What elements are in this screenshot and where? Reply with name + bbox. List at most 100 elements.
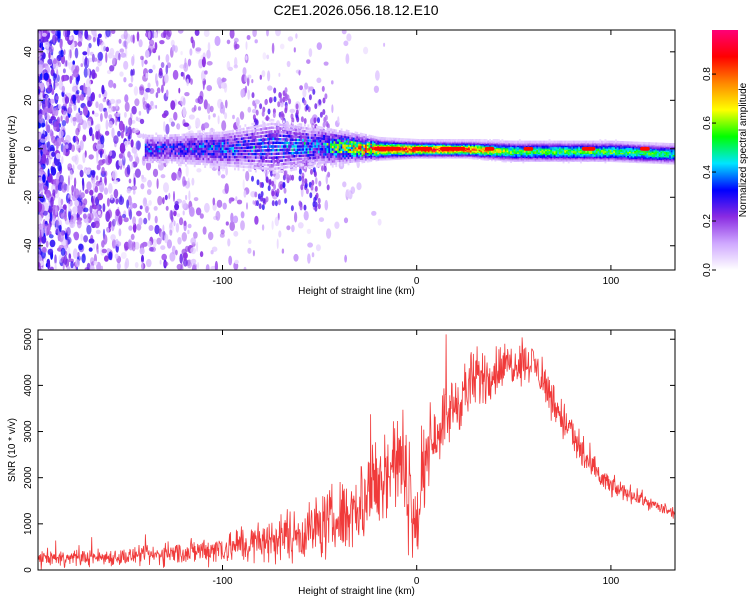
noise-speck: [95, 143, 102, 150]
band-cell: [174, 156, 177, 160]
noise-speck: [141, 261, 144, 270]
noise-speck: [80, 63, 84, 68]
band-cell: [375, 136, 378, 139]
noise-speck: [152, 64, 156, 70]
band-cell: [281, 131, 283, 134]
band-cell: [167, 138, 170, 142]
band-cell: [144, 156, 147, 159]
noise-speck: [96, 204, 100, 210]
band-cell: [351, 152, 353, 155]
noise-speck: [248, 239, 252, 244]
band-cell: [365, 158, 367, 162]
band-cell: [202, 145, 205, 148]
band-cell: [394, 137, 397, 141]
band-cell: [358, 145, 360, 148]
band-cell: [207, 160, 210, 163]
band-cell: [216, 137, 219, 140]
band-cell: [260, 159, 263, 163]
noise-speck: [79, 93, 85, 101]
band-cell: [333, 143, 336, 146]
band-cell: [221, 155, 224, 159]
band-cell: [146, 139, 149, 142]
band-cell: [193, 162, 196, 165]
band-cell: [193, 157, 196, 160]
band-cell: [319, 142, 322, 146]
band-cell: [202, 140, 205, 143]
band-cell: [274, 126, 277, 130]
band-cell: [157, 143, 159, 146]
band-cell: [296, 154, 299, 158]
noise-speck: [145, 206, 149, 214]
band-cell: [333, 162, 336, 165]
band-cell: [309, 142, 311, 145]
band-cell: [417, 139, 420, 142]
band-cell: [190, 145, 193, 148]
noise-speck: [78, 243, 84, 251]
band-cell: [296, 145, 299, 148]
band-cell: [319, 161, 322, 164]
band-cell: [333, 138, 336, 142]
noise-speck: [286, 60, 291, 68]
noise-speck: [211, 246, 218, 252]
band-cell: [183, 156, 186, 160]
band-cell: [359, 150, 362, 153]
band-cell: [151, 156, 154, 159]
band-cell: [230, 150, 233, 153]
band-cell: [188, 135, 191, 139]
noise-speck: [124, 101, 130, 112]
noise-speck: [203, 122, 210, 129]
band-cell: [146, 158, 149, 161]
band-cell: [151, 143, 154, 146]
band-cell: [338, 143, 341, 147]
noise-speck: [50, 211, 53, 222]
noise-speck: [94, 185, 99, 193]
band-cell: [365, 135, 367, 139]
band-cell: [267, 156, 270, 159]
band-cell: [151, 145, 154, 148]
band-cell: [211, 152, 214, 156]
band-cell: [247, 149, 250, 153]
band-cell: [265, 127, 268, 130]
band-cell: [188, 145, 191, 148]
noise-speck: [350, 186, 356, 194]
band-cell: [316, 125, 318, 129]
band-cell: [289, 158, 292, 162]
band-cell: [223, 134, 226, 137]
band-cell: [375, 137, 378, 141]
band-cell: [363, 155, 366, 158]
band-cell: [354, 150, 357, 153]
band-cell: [188, 138, 191, 141]
band-cell: [209, 157, 212, 161]
band-cell: [368, 151, 371, 155]
noise-speck: [212, 113, 216, 118]
band-cell: [305, 157, 308, 160]
noise-speck: [119, 142, 126, 154]
band-cell: [363, 148, 366, 152]
band-cell: [281, 138, 283, 141]
band-cell: [186, 142, 189, 146]
band-cell: [347, 148, 350, 151]
band-cell: [228, 141, 231, 145]
band-cell: [218, 158, 221, 161]
band-cell: [192, 152, 194, 155]
band-cell: [314, 136, 317, 140]
noise-speck: [230, 212, 234, 224]
band-cell: [181, 143, 184, 146]
band-cell: [342, 137, 345, 140]
band-cell: [260, 156, 263, 159]
band-cell: [379, 150, 381, 153]
noise-speck: [341, 30, 347, 35]
band-cell: [258, 156, 261, 159]
band-cell: [158, 141, 161, 144]
noise-speck: [281, 248, 285, 254]
band-cell: [359, 141, 362, 145]
noise-speck: [304, 82, 309, 90]
band-cell: [199, 137, 201, 141]
band-cell: [335, 162, 338, 165]
band-cell: [186, 133, 189, 136]
band-cell: [289, 168, 292, 172]
band-cell: [263, 127, 266, 131]
band-cell: [321, 147, 324, 151]
band-cell: [199, 135, 201, 138]
band-cell: [260, 131, 263, 135]
